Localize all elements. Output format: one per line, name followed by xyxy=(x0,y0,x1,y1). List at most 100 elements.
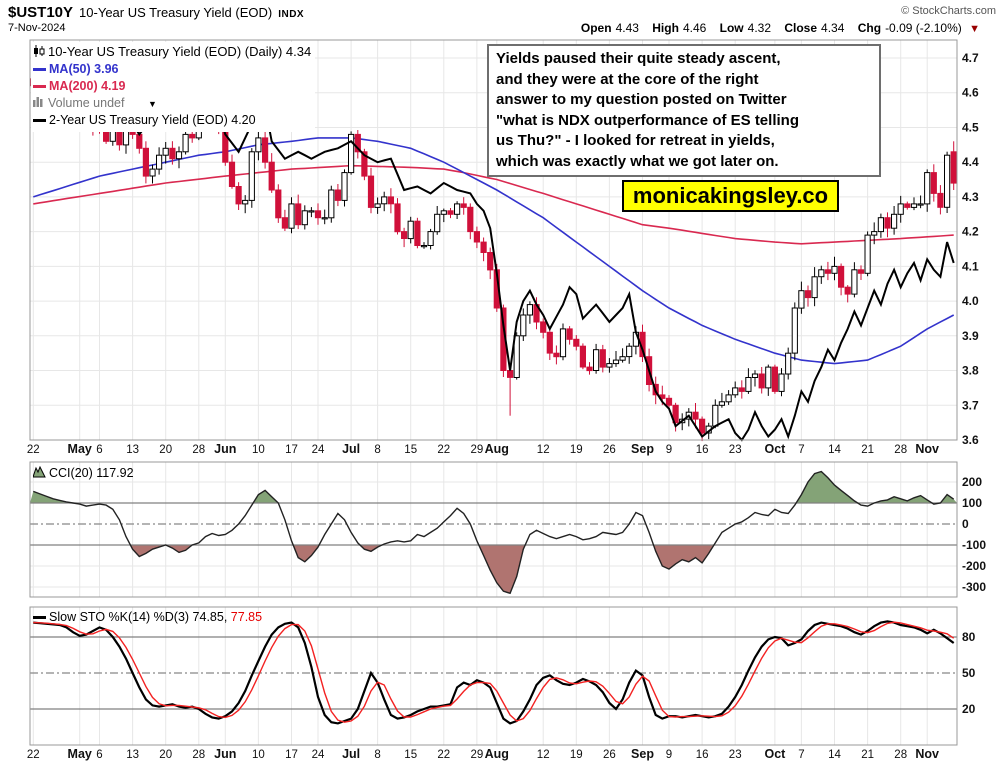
svg-text:19: 19 xyxy=(570,444,583,456)
svg-text:22: 22 xyxy=(27,749,40,761)
header: $UST10Y 10-Year US Treasury Yield (EOD) IN… xyxy=(8,4,304,21)
svg-text:Nov: Nov xyxy=(915,442,939,456)
svg-text:3.6: 3.6 xyxy=(962,433,979,447)
sto-d-line xyxy=(33,621,955,723)
chg-down-triangle-icon: ▼ xyxy=(969,23,980,35)
svg-text:26: 26 xyxy=(603,749,616,761)
sto-k-line xyxy=(33,620,955,725)
svg-text:16: 16 xyxy=(696,749,709,761)
volume-bars-icon xyxy=(33,95,45,112)
ma50-line-icon xyxy=(33,68,46,72)
svg-text:19: 19 xyxy=(570,749,583,761)
svg-text:14: 14 xyxy=(828,749,841,761)
svg-text:16: 16 xyxy=(696,444,709,456)
svg-text:13: 13 xyxy=(126,444,139,456)
svg-text:6: 6 xyxy=(96,749,102,761)
svg-text:15: 15 xyxy=(404,749,417,761)
svg-text:12: 12 xyxy=(537,749,550,761)
high-label: High xyxy=(652,21,679,35)
svg-text:Jul: Jul xyxy=(342,442,360,456)
svg-text:20: 20 xyxy=(159,749,172,761)
svg-text:3.9: 3.9 xyxy=(962,329,979,343)
panel-border xyxy=(29,39,958,441)
svg-text:4.5: 4.5 xyxy=(962,121,979,135)
two-year-line-icon xyxy=(33,119,46,123)
svg-text:4.4: 4.4 xyxy=(962,155,979,169)
note-line: and they were at the core of the right xyxy=(496,70,759,88)
cci-area-icon xyxy=(32,465,46,481)
cci-legend-label: CCI(20) 117.92 xyxy=(49,466,134,480)
note-line: answer to my question posted on Twitter xyxy=(496,91,787,108)
two-year-legend-label: 2-Year US Treasury Yield (EOD) 4.20 xyxy=(49,113,256,128)
svg-text:9: 9 xyxy=(666,444,672,456)
volume-legend-label: Volume undef xyxy=(48,96,125,111)
svg-text:3.8: 3.8 xyxy=(962,364,979,378)
svg-text:8: 8 xyxy=(374,444,380,456)
svg-text:Sep: Sep xyxy=(631,747,654,761)
sto-legend-label: Slow STO %K(14) %D(3) 74.85, xyxy=(49,610,228,624)
svg-text:-100: -100 xyxy=(962,538,986,552)
y-axis-labels: 4.74.64.54.44.34.24.14.03.93.83.73.62001… xyxy=(962,51,986,716)
high-value: 4.46 xyxy=(682,21,707,35)
two-year-yield-line xyxy=(85,55,955,442)
svg-text:24: 24 xyxy=(312,444,325,456)
exchange-label: INDX xyxy=(278,9,305,20)
svg-text:20: 20 xyxy=(962,702,976,716)
low-label: Low xyxy=(719,21,744,35)
svg-text:7: 7 xyxy=(798,749,804,761)
svg-text:28: 28 xyxy=(192,444,205,456)
svg-text:4.1: 4.1 xyxy=(962,259,979,273)
svg-text:4.7: 4.7 xyxy=(962,51,979,65)
svg-text:Jun: Jun xyxy=(214,747,236,761)
svg-text:17: 17 xyxy=(285,749,298,761)
svg-text:3.7: 3.7 xyxy=(962,398,979,412)
svg-text:Jul: Jul xyxy=(342,747,360,761)
chart-date: 7-Nov-2024 xyxy=(8,22,66,34)
ma50-legend-label: MA(50) 3.96 xyxy=(49,62,119,77)
svg-text:Nov: Nov xyxy=(915,747,939,761)
svg-text:24: 24 xyxy=(312,749,325,761)
svg-text:7: 7 xyxy=(798,444,804,456)
price-legend-label: 10-Year US Treasury Yield (EOD) (Daily) … xyxy=(48,44,312,59)
site-watermark: monicakingsley.co xyxy=(622,180,839,212)
open-value: 4.43 xyxy=(615,21,639,35)
svg-text:23: 23 xyxy=(729,444,742,456)
close-value: 4.34 xyxy=(821,21,845,35)
cci-area-fills xyxy=(30,471,957,594)
note-line: us Thu?" - I looked for retreat in yield… xyxy=(496,132,775,149)
svg-text:22: 22 xyxy=(437,444,450,456)
svg-text:15: 15 xyxy=(404,444,417,456)
ma50-line xyxy=(33,137,955,365)
svg-text:200: 200 xyxy=(962,475,982,489)
svg-text:17: 17 xyxy=(285,444,298,456)
svg-text:10: 10 xyxy=(252,444,265,456)
svg-text:6: 6 xyxy=(96,444,102,456)
copyright: © StockCharts.com xyxy=(901,5,996,17)
cci-line xyxy=(33,470,955,595)
sto-d-value: 77.85 xyxy=(230,610,263,624)
chg-value: -0.09 (-2.10%) xyxy=(885,21,962,35)
svg-text:29: 29 xyxy=(471,444,484,456)
svg-text:4.2: 4.2 xyxy=(962,225,979,239)
svg-text:21: 21 xyxy=(861,749,874,761)
low-value: 4.32 xyxy=(747,21,771,35)
down-arrow-annotation-icon: ▼ xyxy=(148,99,157,109)
panel-border xyxy=(29,461,958,598)
ma200-line-icon xyxy=(33,85,46,89)
sto-k-line-icon xyxy=(33,616,46,620)
main-panel-legend: 10-Year US Treasury Yield (EOD) (Daily) … xyxy=(31,42,316,133)
open-label: Open xyxy=(580,21,612,35)
ticker-symbol: $UST10Y xyxy=(8,4,74,21)
note-line: Yields paused their quite steady ascent, xyxy=(496,50,781,67)
cci-panel-legend: CCI(20) 117.92 xyxy=(32,465,134,481)
svg-text:50: 50 xyxy=(962,666,976,680)
svg-text:20: 20 xyxy=(159,444,172,456)
svg-text:21: 21 xyxy=(861,444,874,456)
svg-text:100: 100 xyxy=(962,496,982,510)
svg-text:22: 22 xyxy=(437,749,450,761)
svg-text:22: 22 xyxy=(27,444,40,456)
svg-text:28: 28 xyxy=(894,444,907,456)
sto-panel-legend: Slow STO %K(14) %D(3) 74.85, 77.85 xyxy=(33,610,262,624)
commentary-annotation-box: Yields paused their quite steady ascent,… xyxy=(487,44,881,177)
